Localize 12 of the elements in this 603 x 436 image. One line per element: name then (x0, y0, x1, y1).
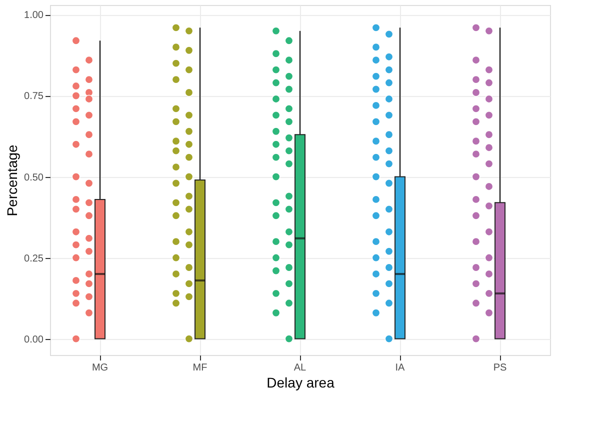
y-tick-label: 0.75 (24, 91, 44, 102)
y-tick-label: 0.50 (24, 172, 44, 184)
x-tick-label: PS (493, 362, 507, 374)
y-tick-label: 0.00 (24, 334, 44, 346)
x-tick-label: AL (294, 362, 307, 374)
y-axis-title: Percentage (4, 144, 20, 216)
x-tick-label: MF (192, 362, 208, 374)
x-axis-title: Delay area (266, 374, 335, 390)
x-tick-label: MG (92, 362, 108, 374)
y-tick-label: 0.25 (24, 253, 44, 264)
y-tick-label: 1.00 (24, 10, 44, 22)
x-tick-label: IA (395, 362, 406, 374)
